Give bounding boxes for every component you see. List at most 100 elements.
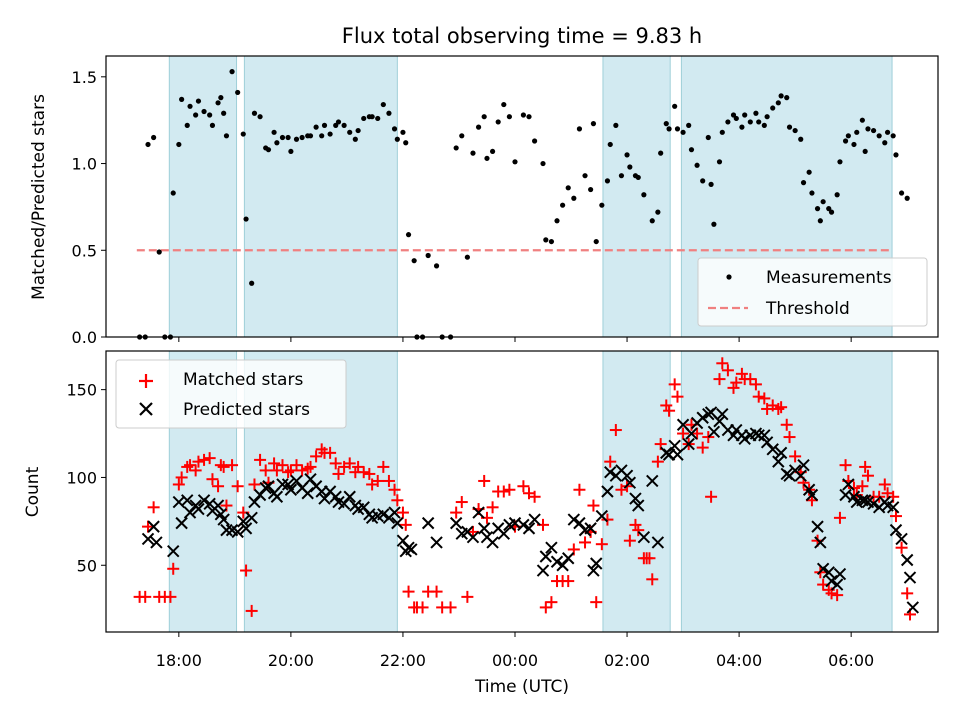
predicted-stars-point — [377, 508, 390, 521]
predicted-stars-point — [357, 501, 370, 514]
matched-stars-point — [497, 485, 510, 498]
matched-stars-point — [284, 464, 297, 477]
predicted-stars-point-b — [284, 483, 298, 496]
matched-stars-point — [671, 390, 684, 403]
measurement-point — [394, 136, 400, 142]
predicted-stars-point-b — [601, 485, 614, 498]
measurement-point — [151, 134, 157, 141]
predicted-stars-point-b — [822, 566, 835, 579]
legend-threshold-label: Threshold — [765, 299, 850, 319]
matched-stars-point — [772, 402, 785, 415]
predicted-stars-point-b — [225, 523, 239, 537]
bottom-ytick-label: 50 — [77, 556, 97, 575]
predicted-stars-point-b — [716, 408, 729, 421]
matched-stars-point — [604, 455, 617, 468]
measurement-point — [680, 129, 686, 135]
predicted-stars-point-b — [794, 469, 807, 482]
matched-stars-point — [399, 518, 412, 531]
predicted-stars-point-b — [573, 516, 586, 530]
predicted-stars-point-b — [172, 495, 186, 509]
matched-stars-point — [573, 483, 586, 496]
matched-stars-point — [889, 510, 902, 523]
matched-stars-point — [847, 481, 860, 494]
matched-stars-point — [147, 501, 160, 514]
matched-stars-point — [758, 392, 771, 405]
measurement-point — [613, 122, 619, 128]
predicted-stars-point — [183, 506, 197, 519]
predicted-stars-point — [668, 439, 681, 453]
predicted-stars-point — [716, 408, 729, 421]
measurement-point — [375, 115, 381, 122]
predicted-stars-point-b — [421, 516, 435, 530]
predicted-stars-point — [696, 411, 709, 424]
predicted-stars-point-b — [391, 516, 404, 530]
top-ytick-label: 1.0 — [72, 155, 97, 174]
predicted-stars-point — [774, 446, 788, 460]
predicted-stars-point-b — [620, 469, 634, 482]
predicted-stars-point-b — [281, 478, 295, 491]
measurement-point — [635, 174, 641, 181]
measurement-point — [845, 133, 851, 139]
matched-stars-point — [660, 399, 673, 412]
matched-stars-point — [444, 601, 457, 614]
matched-stars-point — [363, 467, 376, 480]
matched-stars-point — [643, 552, 656, 565]
measurement-point — [674, 126, 681, 132]
measurement-point — [347, 129, 353, 135]
predicted-stars-point — [550, 555, 564, 568]
matched-stars-point — [601, 513, 614, 526]
measurement-point — [756, 119, 762, 125]
matched-stars-point — [254, 453, 267, 466]
measurement-point — [400, 129, 406, 135]
matched-stars-point — [775, 401, 788, 414]
top-axes-frame — [105, 55, 939, 338]
matched-stars-point — [705, 490, 718, 503]
measurement-point — [209, 122, 216, 128]
measurement-point — [590, 121, 597, 127]
predicted-stars-point — [842, 478, 855, 491]
predicted-stars-point — [545, 541, 558, 554]
measurement-point — [708, 181, 714, 187]
predicted-stars-point-b — [237, 515, 250, 528]
predicted-stars-point — [816, 562, 830, 575]
matched-stars-point — [727, 381, 740, 394]
matched-stars-point — [895, 541, 908, 554]
predicted-stars-point — [276, 478, 289, 491]
predicted-stars-point-b — [262, 480, 275, 493]
predicted-stars-point-b — [430, 536, 443, 549]
measurement-point — [540, 160, 546, 167]
top-ylabel: Matched/Predicted stars — [29, 94, 49, 300]
predicted-stars-point — [760, 436, 774, 449]
measurement-point — [666, 126, 672, 132]
predicted-stars-point-b — [766, 443, 779, 456]
predicted-stars-point-b — [696, 411, 709, 424]
matched-stars-point — [430, 585, 443, 598]
predicted-stars-point — [590, 557, 603, 570]
predicted-stars-point — [903, 571, 917, 584]
measurement-point — [548, 238, 555, 245]
measurement-point — [170, 190, 176, 196]
matched-stars-point — [780, 418, 793, 431]
matched-stars-point — [595, 538, 608, 551]
measurement-point — [355, 127, 361, 134]
predicted-stars-point-b — [245, 511, 258, 525]
predicted-stars-point-b — [637, 530, 651, 544]
predicted-stars-point — [231, 525, 244, 539]
measurement-point — [433, 263, 440, 269]
measurement-point — [361, 115, 367, 122]
predicted-stars-point-b — [629, 492, 642, 505]
predicted-stars-point-b — [248, 495, 261, 509]
measurement-point — [627, 164, 633, 170]
matched-stars-point — [240, 564, 253, 577]
predicted-stars-point-b — [668, 439, 681, 453]
measurement-point — [506, 114, 512, 120]
measurement-point — [865, 126, 871, 132]
predicted-stars-point-b — [214, 508, 228, 521]
predicted-stars-point-b — [713, 415, 726, 428]
matched-stars-point — [226, 459, 239, 472]
legend-measurements-label: Measurements — [766, 268, 892, 288]
predicted-stars-point — [181, 494, 194, 507]
predicted-stars-point-b — [847, 490, 861, 503]
matched-stars-point — [231, 480, 244, 493]
